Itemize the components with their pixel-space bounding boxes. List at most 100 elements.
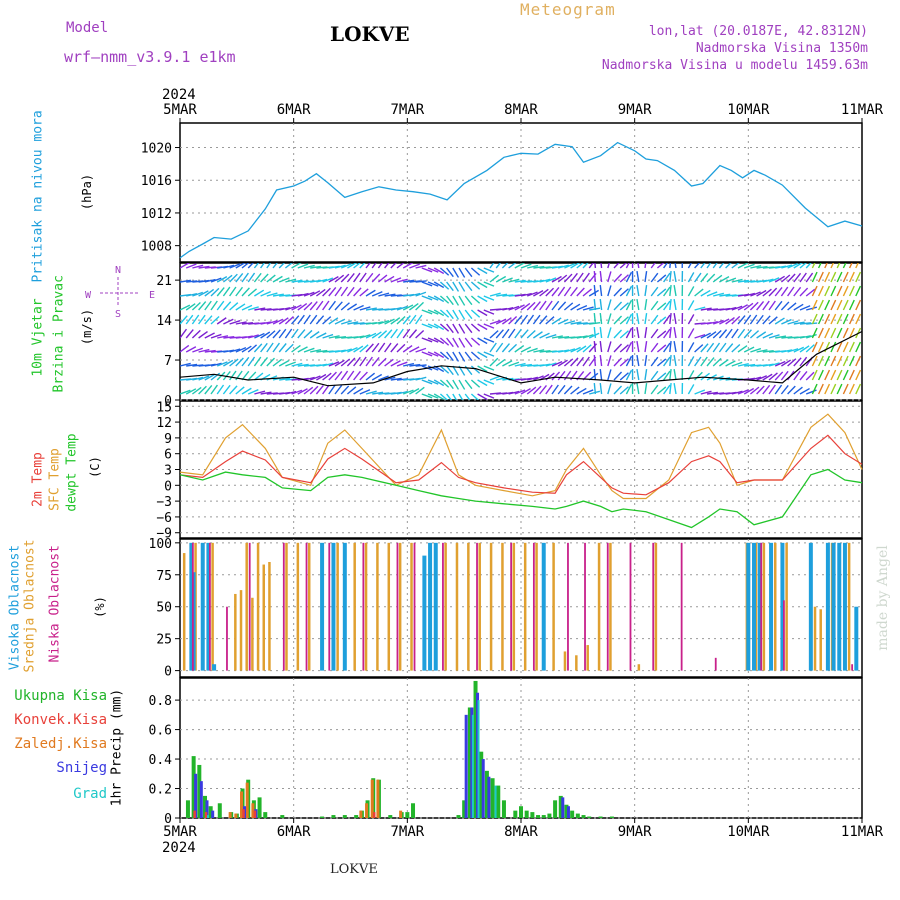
wind-barb	[384, 318, 395, 325]
wind-barb	[650, 314, 659, 325]
wind-barb	[446, 295, 454, 306]
wind-barb	[599, 354, 603, 367]
wind-barb	[421, 393, 433, 399]
wind-barb	[749, 314, 758, 325]
wind-barb	[439, 281, 450, 290]
wind-barb	[663, 328, 671, 339]
mid-cloud-bar	[364, 542, 368, 671]
wind-barb	[198, 290, 209, 297]
wind-barb	[446, 393, 453, 400]
precip-legend-convective: Konvek.Kisa	[14, 712, 107, 728]
wind-barb	[694, 272, 702, 283]
wind-barb	[346, 370, 355, 381]
wind-barb	[501, 328, 510, 339]
wind-barb	[564, 320, 576, 325]
wind-barb	[526, 301, 536, 311]
total-precip-bar	[197, 764, 202, 818]
bottom-time-label: 7MAR	[390, 824, 424, 840]
wind-barb	[719, 293, 731, 297]
wind-barb	[229, 273, 238, 283]
wind-barb	[340, 302, 350, 311]
wind-barb	[656, 358, 667, 367]
wind-barb	[322, 277, 334, 283]
wind-barb	[316, 373, 327, 381]
wind-barb	[781, 359, 792, 367]
wind-barb	[452, 323, 460, 334]
wind-barb	[824, 327, 831, 339]
snow-precip-bar	[487, 776, 491, 818]
wind-barb	[489, 274, 500, 283]
wind-barb	[458, 267, 466, 278]
wind-barb	[756, 349, 768, 353]
top-time-label: 5MAR	[163, 102, 197, 118]
wind-barb	[599, 270, 603, 283]
wind-barb	[470, 295, 481, 304]
snow-precip-bar	[194, 773, 198, 818]
wind-barb	[365, 356, 373, 367]
wind-barb	[706, 331, 717, 339]
wind-barb	[712, 319, 724, 325]
wind-barb	[247, 288, 258, 297]
wind-barb	[284, 263, 293, 269]
wind-barb	[316, 332, 327, 339]
wind-barb	[470, 309, 481, 318]
wind-barb	[811, 263, 816, 269]
high-cloud-bar	[200, 542, 205, 671]
wind-barb	[347, 346, 358, 353]
wind-barb	[545, 333, 557, 339]
wind-barb	[235, 386, 245, 395]
wind-barb	[489, 319, 501, 325]
wind-barb	[371, 373, 383, 381]
wind-barb	[570, 263, 581, 269]
wind-barb	[415, 329, 425, 339]
pressure-ytick-label: 1012	[141, 207, 172, 222]
wind-barb	[210, 300, 218, 311]
wind-barb	[613, 315, 623, 325]
wind-barb	[433, 393, 445, 400]
wind-barb	[687, 314, 695, 325]
wind-barb	[210, 277, 222, 283]
wind-barb	[415, 386, 425, 395]
wind-barb	[731, 361, 743, 367]
wind-barb	[545, 300, 553, 311]
wind-barb	[477, 295, 488, 303]
wind-barb	[593, 298, 597, 311]
wind-barb	[539, 300, 547, 311]
wind-barb	[303, 386, 314, 395]
wind-barb	[248, 306, 259, 311]
wind-barb	[508, 315, 518, 325]
wind-barb	[297, 388, 308, 395]
total-precip-bar	[411, 803, 416, 818]
wind-barb	[384, 358, 394, 367]
wind-barb	[799, 345, 810, 353]
mid-cloud-bar	[523, 542, 527, 671]
temperature-ytick-label: −6	[156, 511, 172, 526]
wind-barb	[353, 345, 364, 353]
wind-barb	[316, 349, 328, 353]
wind-barb	[848, 341, 855, 353]
wind-barb	[756, 331, 767, 339]
frozen-precip-bar	[399, 810, 403, 818]
low-cloud-bar	[584, 542, 586, 671]
wind-barb	[365, 307, 377, 311]
wind-barb	[557, 274, 568, 283]
wind-barb	[315, 315, 325, 325]
wind-barb	[303, 264, 315, 269]
wind-barb	[830, 327, 837, 339]
wind-barb	[204, 315, 213, 325]
wind-barb	[551, 371, 561, 381]
wind-barb	[700, 332, 711, 339]
wind-barb	[378, 319, 390, 325]
wind-barb	[322, 384, 330, 395]
wind-barb	[452, 295, 460, 306]
wind-barb	[223, 318, 234, 325]
wind-barb	[396, 361, 408, 367]
wind-barb	[656, 344, 667, 353]
wind-barb	[663, 314, 671, 325]
wind-barb	[619, 288, 629, 297]
wind-barb	[619, 302, 629, 311]
wind-barb	[346, 357, 356, 367]
high-cloud-bar	[331, 542, 336, 671]
wind-barb	[613, 329, 623, 339]
low-cloud-bar	[476, 542, 478, 671]
